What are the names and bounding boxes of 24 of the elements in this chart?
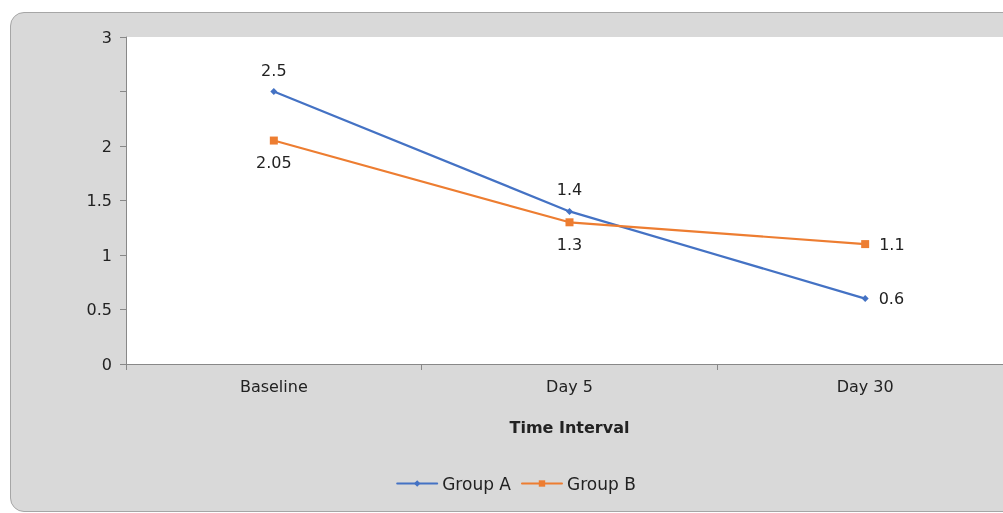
point (269, 136, 278, 145)
x-tick-label: Day 5 (546, 376, 593, 396)
y-tick-label: 1 (101, 245, 112, 265)
y-tick-label: 3 (101, 27, 112, 47)
x-tick-label: Baseline (239, 376, 308, 396)
point (565, 218, 574, 227)
data-label: 2.5 (261, 60, 287, 80)
legend-label: Group A (442, 473, 512, 494)
x-axis-title: Time Interval (509, 417, 630, 437)
y-tick-label: 0 (101, 354, 112, 374)
data-label: 1.3 (556, 234, 583, 254)
data-label: 1.1 (879, 234, 905, 254)
y-tick-label: 2 (101, 136, 112, 156)
data-label: 1.4 (556, 180, 583, 200)
point (861, 295, 869, 303)
point (566, 207, 573, 215)
data-label: 0.6 (878, 289, 905, 309)
data-label: 2.05 (256, 153, 292, 173)
x-tick-label: Day 30 (836, 376, 894, 396)
point (270, 88, 278, 95)
point (861, 240, 870, 249)
legend-label: Group B (566, 473, 636, 494)
y-tick-label: 1.5 (86, 191, 112, 210)
y-tick-label: 0.5 (86, 300, 112, 319)
